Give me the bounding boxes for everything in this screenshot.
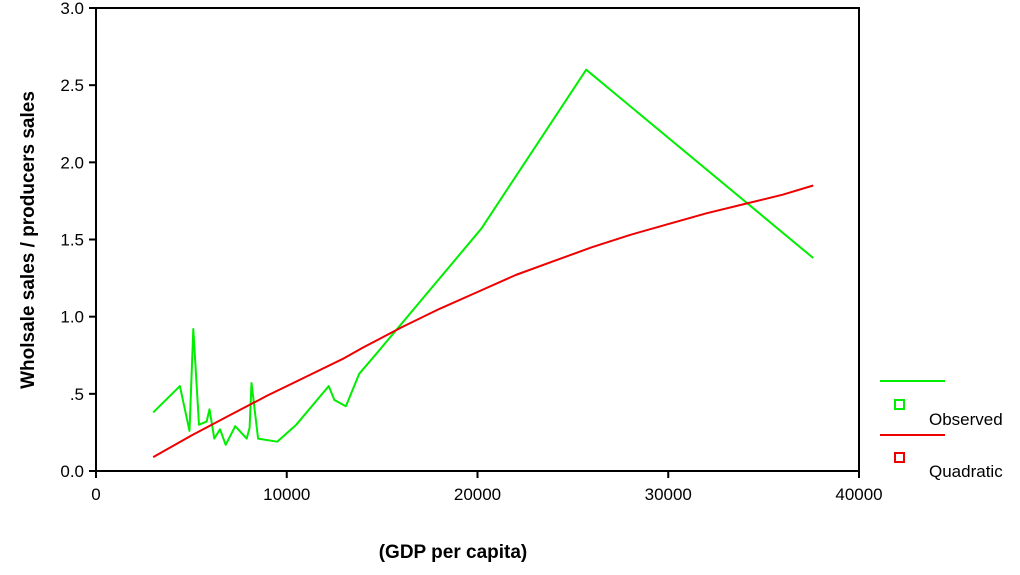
y-axis-title: Wholsale sales / producers sales xyxy=(18,91,39,389)
plot-area xyxy=(95,7,860,472)
series-layer xyxy=(152,68,814,458)
series-line-quadratic xyxy=(152,184,814,458)
x-axis-ticks: 0 10000 20000 30000 40000 xyxy=(91,471,883,504)
y-tick-label: 1.5 xyxy=(60,231,84,250)
x-tick-label: 20000 xyxy=(454,485,501,504)
x-tick-label: 0 xyxy=(91,485,100,504)
x-tick-label: 10000 xyxy=(263,485,310,504)
y-tick-label: 1.0 xyxy=(60,308,84,327)
x-axis-title: (GDP per capita) xyxy=(379,542,528,563)
y-tick-label: 2.5 xyxy=(60,76,84,95)
legend-marker-quadratic xyxy=(894,452,905,463)
y-tick-label: 2.0 xyxy=(60,153,84,172)
legend-marker-observed xyxy=(894,399,905,410)
x-tick-label: 30000 xyxy=(645,485,692,504)
y-tick-label: 3.0 xyxy=(60,0,84,18)
y-tick-label: 0.0 xyxy=(60,462,84,481)
legend-label-observed: Observed xyxy=(929,410,1003,429)
x-tick-label: 40000 xyxy=(835,485,882,504)
y-tick-label: .5 xyxy=(70,385,84,404)
series-line-observed xyxy=(152,68,814,446)
legend: Observed Quadratic xyxy=(880,380,1003,481)
legend-label-quadratic: Quadratic xyxy=(929,462,1003,481)
y-axis-ticks: 0.0 .5 1.0 1.5 2.0 2.5 3.0 xyxy=(60,0,96,481)
